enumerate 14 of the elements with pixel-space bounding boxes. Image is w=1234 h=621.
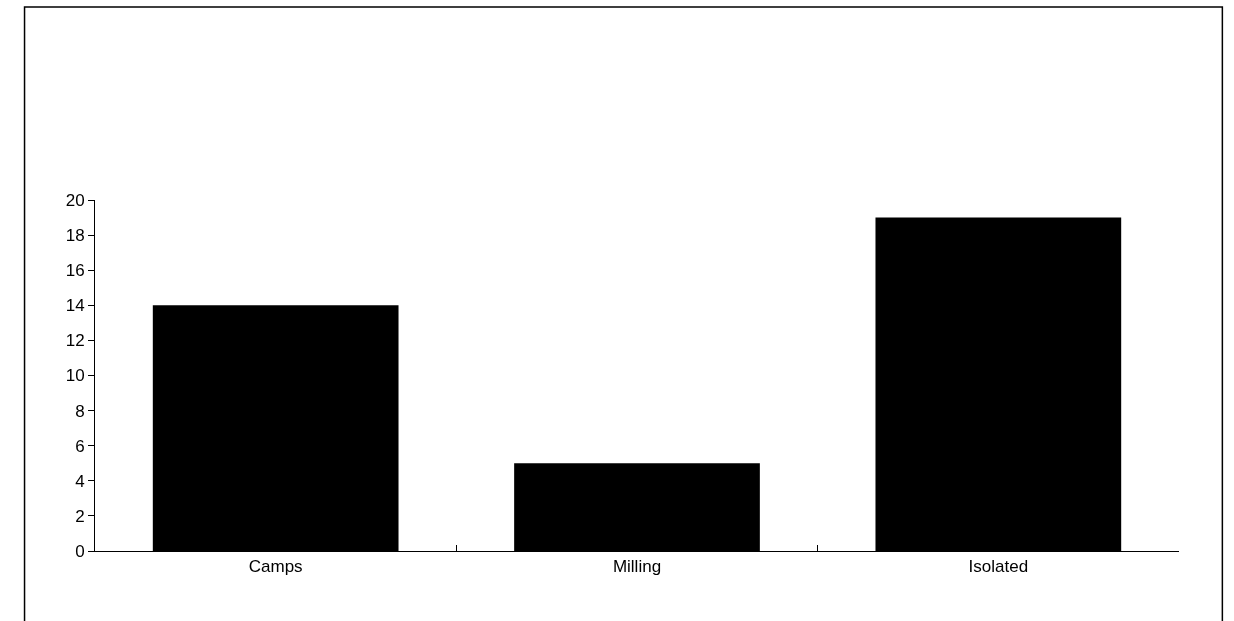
y-tick-label: 0 <box>75 541 85 561</box>
y-tick-label: 6 <box>75 436 85 456</box>
y-tick-label: 18 <box>65 226 85 246</box>
y-tick-label: 2 <box>75 506 85 526</box>
y-tick-label: 20 <box>65 190 85 210</box>
y-tick-label: 14 <box>65 296 85 316</box>
x-tick-label: Isolated <box>968 557 1029 577</box>
y-tick-label: 4 <box>75 471 85 491</box>
x-tick-label: Milling <box>612 557 662 577</box>
x-tick-label: Camps <box>248 557 303 577</box>
y-tick-label: 12 <box>65 331 85 351</box>
y-tick-label: 16 <box>65 261 85 281</box>
y-tick-label: 10 <box>65 366 85 386</box>
y-tick-label: 8 <box>75 401 85 421</box>
